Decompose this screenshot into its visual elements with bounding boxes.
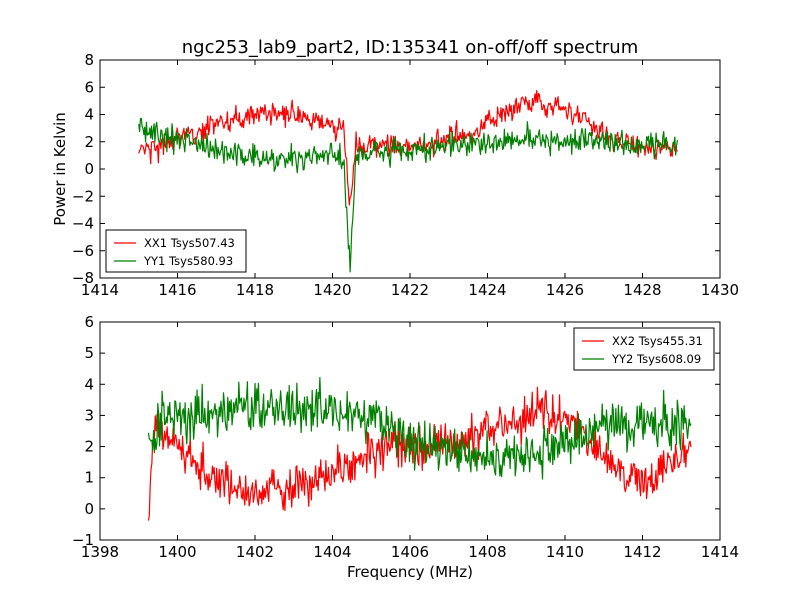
series-lines [138,89,678,273]
y-tick-label: 0 [84,160,94,178]
y-tick-label: 0 [84,500,94,518]
y-tick-label: −4 [72,215,94,233]
legend-label: YY2 Tsys608.09 [611,352,701,366]
x-tick-label: 1412 [623,543,661,561]
y-tick-label: 1 [84,469,94,487]
legend: XX1 Tsys507.43 YY1 Tsys580.93 [105,229,247,273]
x-tick-label: 1402 [236,543,274,561]
x-tick-label: 1414 [701,543,739,561]
y-tick-label: −8 [72,269,94,287]
x-tick-label: 1410 [546,543,584,561]
top-plot-panel: 1414 1416 1418 1420 1422 1424 1426 1428 1430 −8 −6… [72,51,739,299]
y-tick-label: −1 [72,531,94,549]
y-tick-label: −2 [72,187,94,205]
x-tick-label: 1424 [468,281,506,299]
figure-title: ngc253_lab9_part2, ID:135341 on-off/off … [182,37,639,58]
series-line-2 [147,376,692,480]
x-tick-label: 1406 [391,543,429,561]
y-tick-label: 3 [84,406,94,424]
series-lines [147,376,692,521]
x-tick-label: 1428 [623,281,661,299]
x-tick-label: 1400 [158,543,196,561]
x-tick-label: 1430 [701,281,739,299]
y-tick-label: 2 [84,133,94,151]
x-tick-label: 1420 [313,281,351,299]
y-tick-label: 6 [84,313,94,331]
x-tick-label: 1404 [313,543,351,561]
legend-label: YY1 Tsys580.93 [143,254,233,268]
series-line-1 [147,386,692,521]
legend-label: XX2 Tsys455.31 [612,334,703,348]
x-axis-title: Frequency (MHz) [347,563,473,581]
x-tick-label: 1416 [158,281,196,299]
x-tick-label: 1418 [236,281,274,299]
y-tick-label: 4 [84,375,94,393]
x-tick-label: 1408 [468,543,506,561]
y-axis-title: Power in Kelvin [51,112,69,226]
x-tick-label: 1426 [546,281,584,299]
bottom-plot-panel: 1398 1400 1402 1404 1406 1408 1410 1412 1414 −1 0 1… [72,313,739,561]
legend: XX2 Tsys455.31 YY2 Tsys608.09 [573,327,715,371]
y-tick-label: 4 [84,106,94,124]
y-tick-label: 8 [84,51,94,69]
y-tick-label: 2 [84,438,94,456]
legend-label: XX1 Tsys507.43 [144,236,235,250]
x-tick-label: 1414 [81,281,119,299]
y-tick-label: 5 [84,344,94,362]
x-tick-label: 1422 [391,281,429,299]
x-tick-label: 1398 [81,543,119,561]
series-line-2 [138,117,678,273]
y-tick-label: 6 [84,78,94,96]
y-tick-label: −6 [72,242,94,260]
